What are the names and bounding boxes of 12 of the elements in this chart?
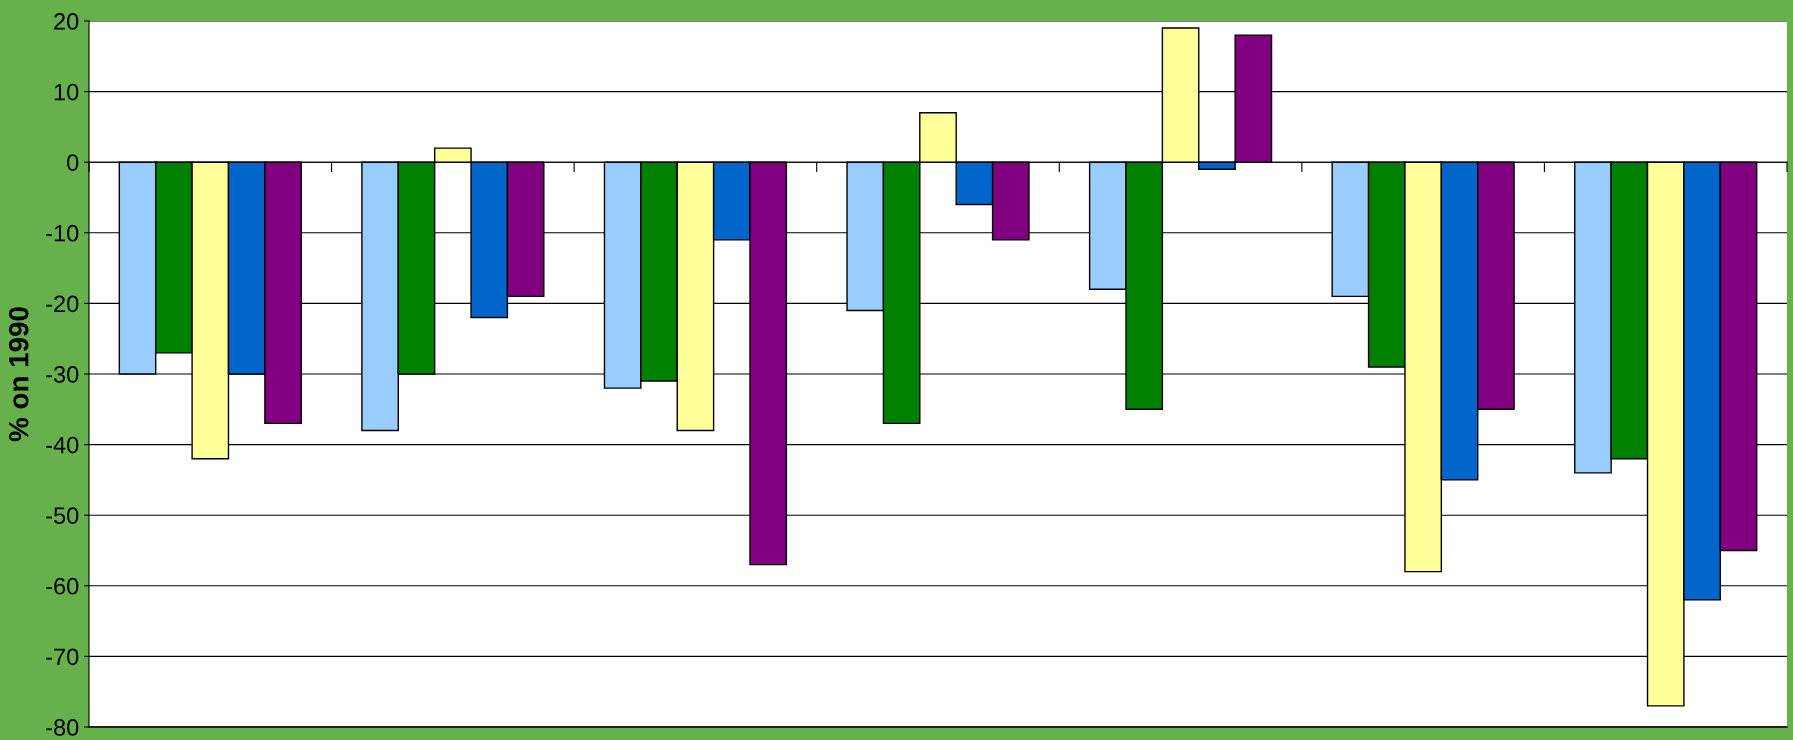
y-tick-label: -40	[46, 436, 79, 454]
y-tick-label: 10	[54, 83, 79, 101]
y-tick-label: -70	[46, 648, 79, 666]
y-tick-label: -30	[46, 366, 79, 383]
y-tick-label: -80	[46, 719, 79, 736]
y-tick-label: -10	[46, 224, 79, 242]
y-tick-label: 0	[67, 154, 79, 171]
y-tick-label: -20	[46, 295, 79, 313]
y-tick-label: 20	[54, 13, 79, 30]
y-tick-label: -60	[46, 577, 79, 595]
y-tick-label: -50	[46, 507, 79, 524]
y-axis-title: % on 1990	[8, 307, 29, 442]
